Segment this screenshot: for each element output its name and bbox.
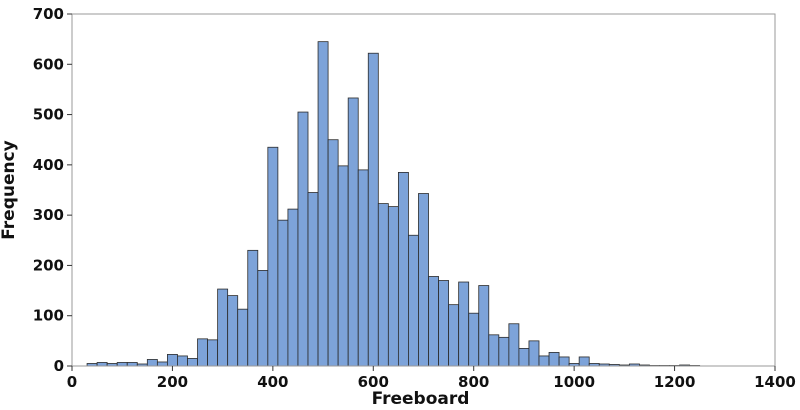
y-axis: 0 100 200 300 400 500 600 700 xyxy=(33,5,72,375)
x-tick-label: 800 xyxy=(458,373,489,391)
histogram-bar xyxy=(287,208,299,367)
histogram-bar xyxy=(267,146,279,367)
histogram-bar xyxy=(96,362,108,367)
histogram-bar xyxy=(126,362,138,367)
y-tick-label: 700 xyxy=(33,5,64,23)
histogram-bar xyxy=(116,362,128,367)
histogram-bar xyxy=(167,354,178,367)
histogram-bar xyxy=(197,338,208,367)
histogram-bar xyxy=(337,165,349,367)
histogram-bar xyxy=(327,139,339,367)
histogram-bar xyxy=(438,280,450,367)
histogram-bar xyxy=(377,203,389,367)
x-tick-label: 1000 xyxy=(553,373,595,391)
histogram-bar xyxy=(367,52,379,367)
x-tick-label: 600 xyxy=(358,373,389,391)
x-axis: 0 200 400 600 800 1000 1200 1400 xyxy=(67,366,796,391)
x-tick-label: 1400 xyxy=(754,373,796,391)
histogram-bar xyxy=(548,352,560,367)
histogram-bar xyxy=(458,281,470,367)
x-tick-label: 200 xyxy=(157,373,188,391)
histogram-bar xyxy=(317,41,329,367)
histogram-bar xyxy=(217,288,229,367)
histogram-bar xyxy=(237,308,249,367)
histogram-bar xyxy=(578,356,590,367)
histogram-bar xyxy=(518,347,530,367)
histogram-bar xyxy=(428,276,439,367)
x-tick-label: 1200 xyxy=(654,373,696,391)
histogram-bar xyxy=(538,355,550,367)
histogram-bar xyxy=(207,339,219,367)
y-tick-label: 400 xyxy=(33,156,64,174)
x-tick-label: 0 xyxy=(67,373,77,391)
x-tick-label: 400 xyxy=(257,373,288,391)
histogram-bar xyxy=(498,336,510,367)
histogram-bar xyxy=(187,358,198,367)
histogram-bar xyxy=(418,193,429,367)
histogram-bar xyxy=(357,169,369,367)
histogram-bar xyxy=(408,234,419,367)
y-tick-label: 600 xyxy=(33,55,64,73)
histogram-bar xyxy=(297,111,309,367)
histogram-bar xyxy=(156,361,168,367)
histogram-bar xyxy=(387,206,399,367)
bars-layer xyxy=(86,41,701,367)
y-axis-title: Frequency xyxy=(0,140,19,240)
histogram-bar xyxy=(146,359,158,367)
histogram-bar xyxy=(307,192,319,367)
histogram-bar xyxy=(247,249,259,367)
histogram-bar xyxy=(528,340,540,367)
histogram-bar xyxy=(177,355,188,367)
y-tick-label: 200 xyxy=(33,256,64,274)
histogram-bar xyxy=(558,356,570,367)
histogram-bar xyxy=(257,270,269,367)
y-tick-label: 0 xyxy=(54,357,64,375)
histogram-bar xyxy=(227,295,239,367)
histogram-bar xyxy=(478,285,490,367)
histogram-bar xyxy=(347,97,359,367)
plot-frame xyxy=(71,13,776,367)
histogram-bar xyxy=(448,304,460,367)
x-axis-title: Freeboard xyxy=(372,389,470,409)
histogram-bar xyxy=(468,312,480,367)
histogram-bar xyxy=(277,219,289,367)
histogram-bar xyxy=(508,323,520,367)
histogram-bar xyxy=(397,171,409,367)
histogram-bar xyxy=(488,334,500,367)
y-tick-label: 500 xyxy=(33,106,64,124)
y-tick-label: 100 xyxy=(33,307,64,325)
y-tick-label: 300 xyxy=(33,206,64,224)
